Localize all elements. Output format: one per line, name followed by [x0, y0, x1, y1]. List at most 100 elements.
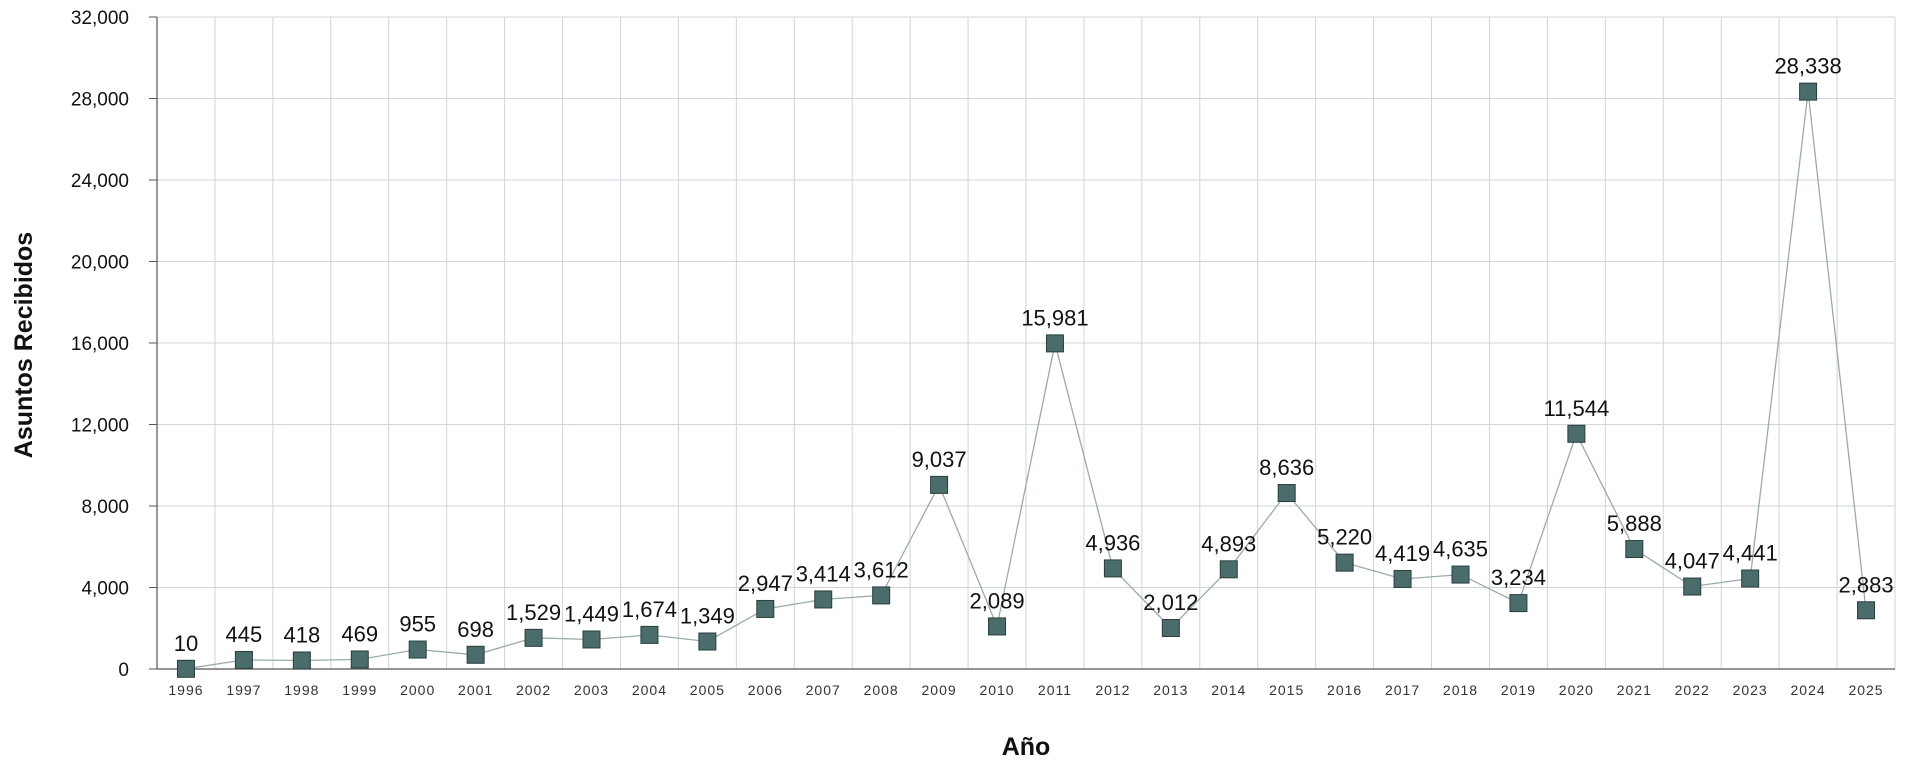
- data-point-marker[interactable]: [234, 650, 253, 669]
- data-label: 3,414: [796, 561, 851, 586]
- data-label: 445: [226, 622, 263, 647]
- data-point-marker[interactable]: [1161, 619, 1180, 638]
- data-point-marker[interactable]: [930, 475, 949, 494]
- x-tick-label: 2013: [1153, 682, 1188, 698]
- y-tick-label: 0: [118, 660, 129, 681]
- data-label: 4,419: [1375, 541, 1430, 566]
- data-label: 698: [457, 617, 494, 642]
- x-tick-label: 2008: [864, 682, 899, 698]
- data-label: 11,544: [1544, 396, 1610, 421]
- data-point-marker[interactable]: [872, 586, 891, 605]
- data-point-marker[interactable]: [1741, 569, 1760, 588]
- data-label: 1,349: [680, 604, 735, 629]
- x-tick-label: 2017: [1385, 682, 1420, 698]
- x-tick-label: 2019: [1501, 682, 1536, 698]
- x-tick-label: 2016: [1327, 682, 1362, 698]
- data-point-marker[interactable]: [1335, 553, 1354, 572]
- marker-layer: [176, 82, 1876, 678]
- x-tick-label: 2018: [1443, 682, 1478, 698]
- x-tick-label: 2006: [748, 682, 783, 698]
- data-point-marker[interactable]: [582, 630, 601, 649]
- y-tick-label: 4,000: [81, 579, 129, 600]
- data-point-marker[interactable]: [1509, 594, 1528, 613]
- data-point-marker[interactable]: [176, 659, 195, 678]
- data-point-marker[interactable]: [1103, 559, 1122, 578]
- data-point-marker[interactable]: [466, 645, 485, 664]
- data-label: 2,012: [1143, 590, 1198, 615]
- x-tick-label: 2001: [458, 682, 493, 698]
- data-point-marker[interactable]: [350, 650, 369, 669]
- data-point-marker[interactable]: [1683, 577, 1702, 596]
- x-tick-label: 2004: [632, 682, 667, 698]
- x-tick-label: 2003: [574, 682, 609, 698]
- grid-layer: [157, 16, 1896, 670]
- data-point-marker[interactable]: [698, 632, 717, 651]
- x-tick-label: 2024: [1791, 682, 1826, 698]
- x-tick-label: 2009: [922, 682, 957, 698]
- label-layer: 10 445 418 469 955 698 1,529 1,449 1,674 1,3492,9…: [174, 54, 1894, 656]
- x-axis-title: Año: [1002, 733, 1051, 760]
- y-tick-label: 8,000: [81, 497, 129, 518]
- data-label: 2,089: [970, 588, 1025, 613]
- x-tick-label: 2011: [1038, 682, 1072, 698]
- x-tick-label: 2021: [1617, 682, 1652, 698]
- y-tick-label: 12,000: [71, 416, 129, 437]
- x-tick-label: 1996: [168, 682, 203, 698]
- line-layer: [185, 91, 1867, 670]
- data-point-marker[interactable]: [814, 590, 833, 609]
- data-point-marker[interactable]: [1857, 601, 1876, 620]
- data-label: 9,037: [912, 447, 967, 472]
- data-label: 1,529: [506, 600, 561, 625]
- data-label: 8,636: [1259, 455, 1314, 480]
- data-point-marker[interactable]: [988, 617, 1007, 636]
- data-point-marker[interactable]: [1219, 560, 1238, 579]
- y-tick-label: 16,000: [71, 334, 129, 355]
- data-label: 1,449: [564, 601, 619, 626]
- data-point-marker[interactable]: [408, 640, 427, 659]
- data-point-marker[interactable]: [292, 651, 311, 670]
- x-tick-label: 2007: [806, 682, 841, 698]
- data-label: 15,981: [1021, 305, 1088, 330]
- data-label: 5,888: [1607, 511, 1662, 536]
- x-tick-label: 2020: [1559, 682, 1594, 698]
- tick-layer: 0 4,000 8,000 12,000 16,000 20,000 24,000 28,00…: [71, 8, 1883, 698]
- data-point-marker[interactable]: [1799, 82, 1818, 101]
- data-label: 4,893: [1201, 531, 1256, 556]
- x-tick-label: 2023: [1733, 682, 1768, 698]
- data-label: 4,936: [1085, 530, 1140, 555]
- data-point-marker[interactable]: [1625, 540, 1644, 559]
- y-tick-label: 20,000: [71, 253, 129, 274]
- data-point-marker[interactable]: [1277, 484, 1296, 503]
- data-point-marker[interactable]: [1451, 565, 1470, 584]
- data-point-marker[interactable]: [640, 625, 659, 644]
- data-label: 10: [174, 631, 198, 656]
- data-label: 3,234: [1491, 565, 1546, 590]
- data-label: 2,883: [1839, 572, 1894, 597]
- y-tick-label: 32,000: [71, 8, 129, 29]
- x-tick-label: 2012: [1095, 682, 1130, 698]
- data-point-marker[interactable]: [756, 599, 775, 618]
- data-point-marker[interactable]: [1567, 424, 1586, 443]
- data-label: 469: [341, 621, 378, 646]
- y-tick-label: 24,000: [71, 171, 129, 192]
- x-tick-label: 2000: [400, 682, 435, 698]
- data-point-marker[interactable]: [1393, 569, 1412, 588]
- y-axis-title: Asuntos Recibidos: [10, 232, 38, 458]
- data-label: 955: [399, 612, 436, 637]
- data-label: 28,338: [1774, 54, 1841, 79]
- x-tick-label: 1998: [284, 682, 319, 698]
- data-point-marker[interactable]: [524, 628, 543, 647]
- x-tick-label: 2025: [1848, 682, 1883, 698]
- data-point-marker[interactable]: [1045, 334, 1064, 353]
- data-label: 1,674: [622, 597, 677, 622]
- x-tick-label: 2002: [516, 682, 551, 698]
- data-label: 4,635: [1433, 537, 1488, 562]
- data-label: 2,947: [738, 571, 793, 596]
- data-label: 418: [283, 622, 320, 647]
- x-tick-label: 1999: [342, 682, 377, 698]
- x-tick-label: 2015: [1269, 682, 1304, 698]
- data-label: 4,047: [1665, 549, 1720, 574]
- data-label: 3,612: [854, 557, 909, 582]
